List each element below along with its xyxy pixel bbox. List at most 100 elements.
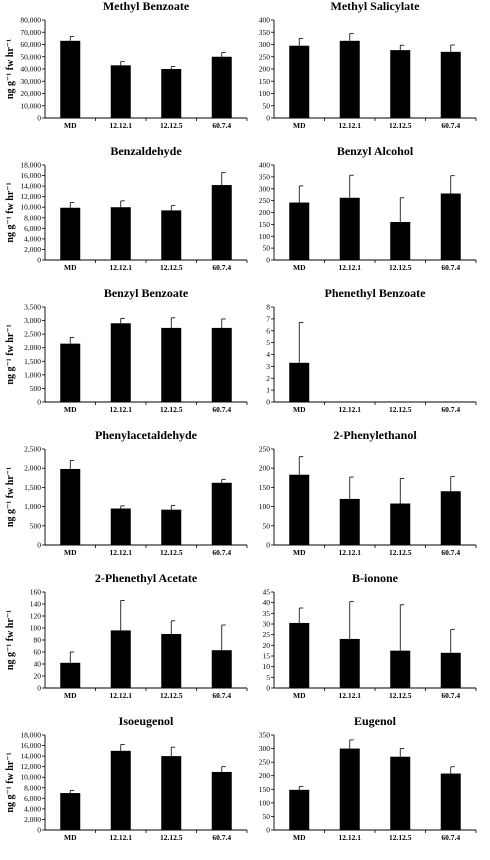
y-tick-label: 0 bbox=[37, 541, 41, 550]
y-tick-label: 4 bbox=[266, 350, 270, 359]
x-tick-label: 12.12.1 bbox=[110, 691, 133, 700]
bar bbox=[289, 622, 310, 688]
y-tick-label: 0 bbox=[37, 256, 41, 265]
x-tick-label: 60.7.4 bbox=[212, 121, 231, 130]
x-tick-label: 60.7.4 bbox=[441, 548, 460, 557]
y-tick-label: 2,000 bbox=[24, 815, 41, 824]
y-tick-label: 0 bbox=[266, 826, 270, 835]
x-tick-label: 12.12.1 bbox=[339, 263, 362, 272]
x-tick-label: MD bbox=[64, 263, 77, 272]
bar bbox=[60, 40, 81, 119]
x-tick-label: 60.7.4 bbox=[441, 405, 460, 414]
x-tick-label: MD bbox=[64, 548, 77, 557]
y-tick-label: 50 bbox=[263, 244, 271, 253]
bar bbox=[211, 771, 232, 830]
y-tick-label: 0 bbox=[266, 398, 270, 407]
bar bbox=[390, 650, 411, 688]
y-tick-label: 8,000 bbox=[24, 783, 41, 792]
y-tick-label: 1 bbox=[266, 386, 270, 395]
y-tick-label: 0 bbox=[37, 826, 41, 835]
y-tick-label: 150 bbox=[259, 483, 271, 492]
y-tick-label: 4,000 bbox=[24, 804, 41, 813]
y-tick-label: 10,000 bbox=[20, 101, 41, 110]
y-tick-label: 80 bbox=[34, 636, 42, 645]
y-tick-label: 15 bbox=[263, 652, 271, 661]
x-tick-label: MD bbox=[293, 548, 306, 557]
x-tick-label: 12.12.1 bbox=[339, 833, 362, 842]
y-tick-label: 50,000 bbox=[20, 52, 41, 61]
y-tick-label: 3 bbox=[266, 362, 270, 371]
y-tick-label: 10 bbox=[263, 662, 271, 671]
y-tick-label: 10,000 bbox=[20, 203, 41, 212]
bar bbox=[110, 750, 131, 830]
y-tick-label: 200 bbox=[259, 208, 271, 217]
bar bbox=[440, 773, 461, 830]
y-tick-label: 35 bbox=[263, 609, 271, 618]
y-tick-label: 12,000 bbox=[20, 192, 41, 201]
bar bbox=[60, 468, 81, 545]
chart-2: Methyl Salicylate 0 50 100 150 200 250 300 350 40… bbox=[259, 0, 477, 130]
y-tick-label: 30 bbox=[263, 620, 271, 629]
y-tick-label: 1,000 bbox=[24, 370, 41, 379]
bar bbox=[60, 343, 81, 402]
bar bbox=[390, 50, 411, 119]
bar bbox=[110, 323, 131, 402]
bar bbox=[110, 65, 131, 118]
bar bbox=[161, 327, 182, 402]
bar bbox=[110, 508, 131, 545]
x-tick-label: 60.7.4 bbox=[212, 405, 231, 414]
y-tick-label: 20 bbox=[34, 672, 42, 681]
chart-title: 2-Phenethyl Acetate bbox=[95, 571, 198, 585]
bar bbox=[390, 222, 411, 260]
y-tick-label: 1,500 bbox=[24, 483, 41, 492]
x-tick-label: 60.7.4 bbox=[441, 833, 460, 842]
y-tick-label: 400 bbox=[259, 16, 271, 25]
x-tick-label: 12.12.1 bbox=[110, 833, 133, 842]
bar bbox=[211, 650, 232, 688]
y-tick-label: 2,000 bbox=[24, 343, 41, 352]
y-tick-label: 0 bbox=[266, 684, 270, 693]
bar bbox=[60, 662, 81, 688]
bar bbox=[211, 56, 232, 118]
y-tick-label: 18,000 bbox=[20, 731, 41, 740]
chart-title: Phenethyl Benzoate bbox=[325, 286, 427, 300]
y-tick-label: 0 bbox=[37, 114, 41, 123]
chart-12: Eugenol 0 50 100 150 200 250 300 350 MD 12.12.1 12.… bbox=[259, 714, 477, 842]
x-tick-label: 60.7.4 bbox=[212, 833, 231, 842]
y-axis-label: ng g⁻¹ fw hr⁻¹ bbox=[5, 610, 16, 670]
x-tick-label: MD bbox=[293, 691, 306, 700]
x-tick-label: 12.12.5 bbox=[389, 405, 412, 414]
bar bbox=[211, 327, 232, 402]
y-tick-label: 1,000 bbox=[24, 502, 41, 511]
y-tick-label: 2,500 bbox=[24, 330, 41, 339]
x-tick-label: 60.7.4 bbox=[212, 691, 231, 700]
y-tick-label: 40,000 bbox=[20, 65, 41, 74]
y-tick-label: 100 bbox=[259, 89, 271, 98]
x-tick-label: MD bbox=[293, 121, 306, 130]
x-tick-label: 12.12.5 bbox=[389, 691, 412, 700]
y-tick-label: 2,000 bbox=[24, 245, 41, 254]
x-tick-label: 12.12.5 bbox=[160, 691, 183, 700]
y-tick-label: 200 bbox=[259, 464, 271, 473]
chart-title: Benzaldehyde bbox=[110, 144, 182, 158]
y-tick-label: 2,500 bbox=[24, 445, 41, 454]
x-tick-label: 12.12.5 bbox=[160, 121, 183, 130]
bar bbox=[440, 652, 461, 688]
y-axis-label: ng g⁻¹ fw hr⁻¹ bbox=[5, 182, 16, 242]
y-tick-label: 500 bbox=[30, 384, 42, 393]
bar bbox=[289, 474, 310, 545]
x-tick-label: 12.12.1 bbox=[339, 691, 362, 700]
x-tick-label: 60.7.4 bbox=[441, 691, 460, 700]
y-tick-label: 250 bbox=[259, 52, 271, 61]
y-tick-label: 80,000 bbox=[20, 16, 41, 25]
y-tick-label: 20 bbox=[263, 641, 271, 650]
y-tick-label: 7 bbox=[266, 314, 270, 323]
chart-1: Methyl Benzoate 0 10,000 20,000 30,000 40,000… bbox=[5, 0, 248, 130]
y-tick-label: 30,000 bbox=[20, 77, 41, 86]
bar bbox=[110, 207, 131, 260]
y-tick-label: 10,000 bbox=[20, 773, 41, 782]
y-tick-label: 45 bbox=[263, 588, 271, 597]
bar bbox=[161, 69, 182, 118]
x-tick-label: MD bbox=[64, 833, 77, 842]
